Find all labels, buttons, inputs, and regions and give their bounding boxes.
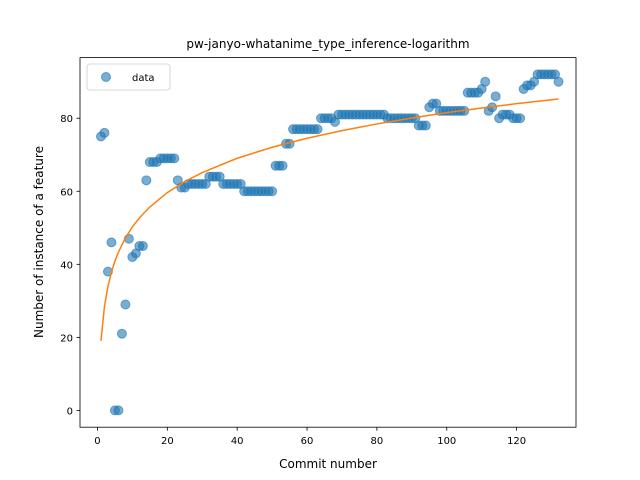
data-point: [113, 405, 124, 416]
x-tick-label: 0: [94, 436, 100, 447]
data-point: [141, 175, 152, 186]
data-point: [99, 127, 110, 138]
data-point: [102, 266, 113, 277]
y-tick-label: 40: [60, 260, 73, 271]
x-tick-label: 60: [301, 436, 314, 447]
data-point: [490, 91, 501, 102]
data-point: [267, 186, 278, 197]
data-point: [420, 120, 431, 131]
y-tick-label: 60: [60, 187, 73, 198]
x-tick-label: 40: [231, 436, 244, 447]
chart-title: pw-janyo-whatanime_type_inference-logari…: [186, 37, 469, 51]
legend: data: [86, 63, 171, 91]
plot-area: [95, 69, 564, 416]
data-point: [515, 113, 526, 124]
x-tick-label: 20: [161, 436, 174, 447]
x-tick-label: 80: [371, 436, 384, 447]
legend-marker-data: [101, 72, 111, 82]
y-axis-label: Number of instance of a feature: [32, 146, 46, 338]
data-point: [137, 241, 148, 252]
data-point: [312, 124, 323, 135]
y-axis: 0 20 40 60 80: [60, 114, 80, 417]
fit-curve-line: [100, 98, 559, 341]
data-point: [480, 76, 491, 87]
data-point: [553, 76, 564, 87]
data-point: [116, 328, 127, 339]
data-point: [120, 299, 131, 310]
x-tick-label: 100: [437, 436, 456, 447]
legend-label-data: data: [132, 73, 155, 84]
data-point: [106, 237, 117, 248]
legend-box: [86, 63, 171, 91]
axes-frame: [79, 57, 577, 428]
x-axis-label: Commit number: [279, 457, 377, 471]
x-tick-label: 120: [507, 436, 526, 447]
data-point: [169, 153, 180, 164]
y-tick-label: 0: [67, 406, 73, 417]
y-tick-label: 20: [60, 333, 73, 344]
data-point: [277, 160, 288, 171]
y-tick-label: 80: [60, 114, 73, 125]
x-axis: 0 20 40 60 80 100 120: [94, 427, 526, 447]
